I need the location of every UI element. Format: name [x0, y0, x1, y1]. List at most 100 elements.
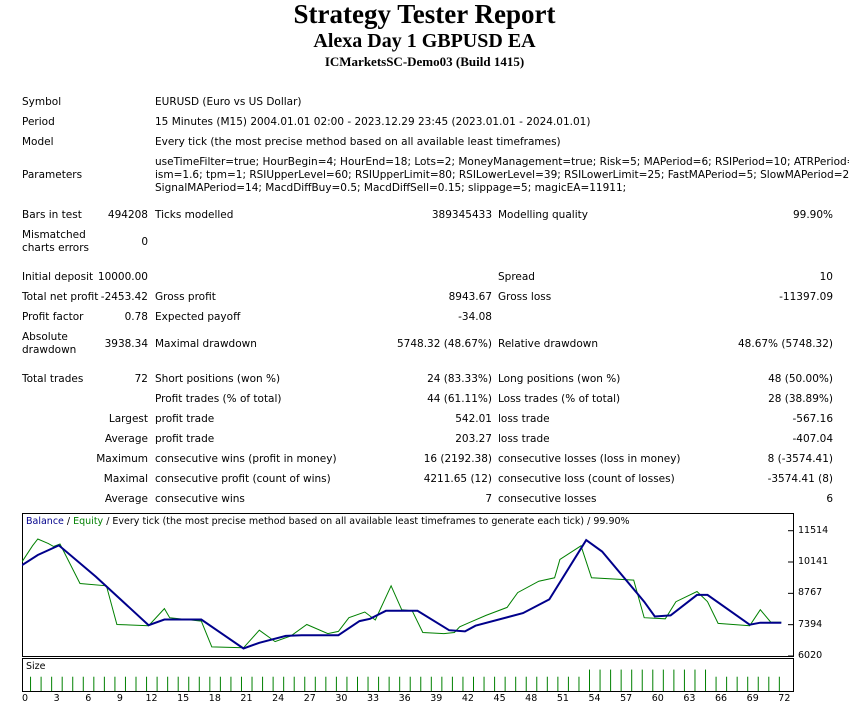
x-tick-label: 18 [208, 693, 221, 704]
profittrades-label: Profit trades (% of total) [155, 393, 282, 405]
x-tick-label: 9 [116, 693, 123, 704]
y-tick-label: 6020 [798, 650, 823, 661]
y-tick-label: 10141 [798, 556, 829, 567]
size-frame [22, 658, 794, 692]
quality-label: Modelling quality [498, 209, 588, 221]
x-tick-label: 12 [145, 693, 158, 704]
maximal-loss-label: consecutive loss (count of losses) [498, 473, 675, 485]
max-wins-label: consecutive wins (profit in money) [155, 453, 337, 465]
trades-value: 72 [134, 373, 148, 385]
bars-label: Bars in test [22, 209, 82, 221]
x-tick-label: 48 [525, 693, 538, 704]
losstrades-label: Loss trades (% of total) [498, 393, 621, 405]
max-losses-value: 8 (-3574.41) [767, 453, 833, 465]
size-label: Size [26, 661, 46, 672]
mismatch-value: 0 [141, 236, 148, 248]
y-tick-label: 8767 [798, 587, 823, 599]
x-tick-label: 0 [21, 693, 29, 704]
size-chart [22, 658, 794, 692]
x-tick-label: 57 [620, 693, 633, 704]
x-tick-label: 69 [746, 693, 759, 704]
absdd-label: Absolute [22, 331, 68, 343]
symbol-label: Symbol [22, 96, 62, 108]
deposit-label: Initial deposit [22, 271, 94, 283]
x-tick-label: 15 [177, 693, 190, 704]
model-value: Every tick (the most precise method base… [155, 136, 561, 148]
equity-line [22, 538, 782, 649]
x-tick-label: 27 [303, 693, 316, 704]
average-loss-label: loss trade [498, 433, 550, 445]
grossprofit-value: 8943.67 [448, 291, 492, 303]
report-title: Strategy Tester Report [293, 0, 556, 29]
x-tick-label: 45 [493, 693, 506, 704]
legend-description: / Every tick (the most precise method ba… [103, 516, 630, 527]
balance-line [22, 538, 782, 650]
chart-legend: Balance / Equity / Every tick (the most … [26, 516, 630, 527]
parameters-line: useTimeFilter=true; HourBegin=4; HourEnd… [155, 156, 849, 168]
x-tick-label: 39 [430, 693, 443, 704]
short-value: 24 (83.33%) [427, 373, 492, 385]
mismatch-label-2: charts errors [22, 242, 89, 254]
grossloss-label: Gross loss [498, 291, 552, 303]
balance-chart [22, 513, 794, 657]
legend-equity: Equity [73, 516, 104, 527]
average-loss-value: -407.04 [792, 433, 833, 445]
x-tick-label: 42 [461, 693, 474, 704]
reldd-label: Relative drawdown [498, 338, 599, 350]
payoff-label: Expected payoff [155, 311, 241, 323]
x-tick-label: 30 [335, 693, 348, 704]
mismatch-label: Mismatched [22, 229, 86, 241]
x-tick-label: 21 [240, 693, 253, 704]
x-tick-label: 24 [272, 693, 285, 704]
max-wins-value: 16 (2192.38) [423, 453, 492, 465]
largest-loss-label: loss trade [498, 413, 550, 425]
average2-label: Average [104, 493, 148, 505]
pf-label: Profit factor [22, 311, 84, 323]
model-label: Model [22, 136, 54, 148]
absdd-label-2: drawdown [22, 344, 77, 356]
x-tick-label: 3 [53, 693, 60, 704]
pf-value: 0.78 [124, 311, 148, 323]
period-value: 15 Minutes (M15) 2004.01.01 02:00 - 2023… [155, 116, 591, 128]
x-tick-label: 60 [651, 693, 664, 704]
spread-label: Spread [498, 271, 535, 283]
maximal-label: Maximal [103, 473, 148, 485]
server-build: ICMarketsSC-Demo03 (Build 1415) [324, 54, 525, 69]
largest-profit-value: 542.01 [455, 413, 492, 425]
avg-losses-value: 6 [826, 493, 833, 505]
max-losses-label: consecutive losses (loss in money) [498, 453, 681, 465]
avg-wins-value: 7 [485, 493, 492, 505]
grossloss-value: -11397.09 [779, 291, 833, 303]
losstrades-value: 28 (38.89%) [768, 393, 833, 405]
chart-frame [22, 513, 794, 657]
netprofit-value: -2453.42 [100, 291, 148, 303]
period-label: Period [22, 116, 55, 128]
long-value: 48 (50.00%) [768, 373, 833, 385]
parameters-label: Parameters [22, 169, 83, 181]
parameters-line: ism=1.6; tpm=1; RSIUpperLevel=60; RSIUpp… [155, 169, 849, 181]
legend-balance: Balance [26, 516, 64, 527]
x-tick-label: 54 [588, 693, 601, 704]
maximal-profit-value: 4211.65 (12) [423, 473, 492, 485]
profittrades-value: 44 (61.11%) [427, 393, 492, 405]
largest-label: Largest [108, 413, 148, 425]
long-label: Long positions (won %) [498, 373, 621, 385]
short-label: Short positions (won %) [155, 373, 281, 385]
largest-profit-label: profit trade [155, 413, 215, 425]
x-tick-label: 6 [85, 693, 92, 704]
average-profit-value: 203.27 [455, 433, 492, 445]
maximal-loss-value: -3574.41 (8) [767, 473, 833, 485]
parameters-line: SignalMAPeriod=14; MacdDiffBuy=0.5; Macd… [155, 182, 627, 194]
absdd-value: 3938.34 [104, 338, 148, 350]
deposit-value: 10000.00 [97, 271, 148, 283]
symbol-value: EURUSD (Euro vs US Dollar) [155, 96, 302, 108]
y-tick-label: 11514 [798, 524, 829, 536]
trades-label: Total trades [22, 373, 84, 385]
average-label: Average [104, 433, 148, 445]
x-tick-label: 33 [366, 693, 380, 704]
x-axis: 0 3 6 9 12 15 18 21 24 27 30 33 36 39 42 45 48 51 54 57 60 63… [0, 693, 849, 707]
x-tick-label: 72 [778, 693, 791, 704]
largest-loss-value: -567.16 [792, 413, 833, 425]
quality-value: 99.90% [792, 209, 833, 221]
reldd-value: 48.67% (5748.32) [738, 338, 833, 350]
